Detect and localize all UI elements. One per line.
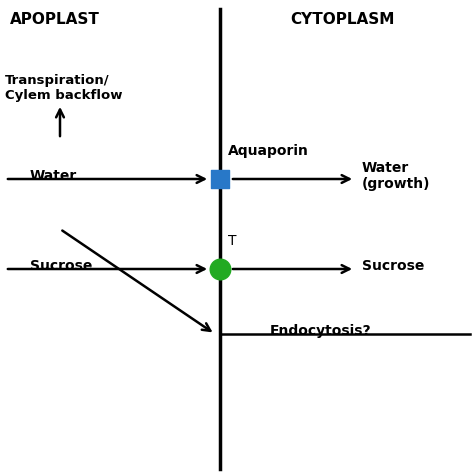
Text: Water
(growth): Water (growth)	[362, 161, 430, 191]
Point	[216, 175, 224, 183]
Text: T: T	[228, 234, 237, 248]
Text: Transpiration/
Cylem backflow: Transpiration/ Cylem backflow	[5, 74, 122, 102]
Text: CYTOPLASM: CYTOPLASM	[290, 12, 394, 27]
Text: Aquaporin: Aquaporin	[228, 144, 309, 158]
Text: Endocytosis?: Endocytosis?	[270, 324, 372, 338]
Text: APOPLAST: APOPLAST	[10, 12, 100, 27]
Point	[216, 265, 224, 273]
Text: Sucrose: Sucrose	[30, 259, 92, 273]
Text: Sucrose: Sucrose	[362, 259, 424, 273]
Text: Water: Water	[30, 169, 77, 183]
